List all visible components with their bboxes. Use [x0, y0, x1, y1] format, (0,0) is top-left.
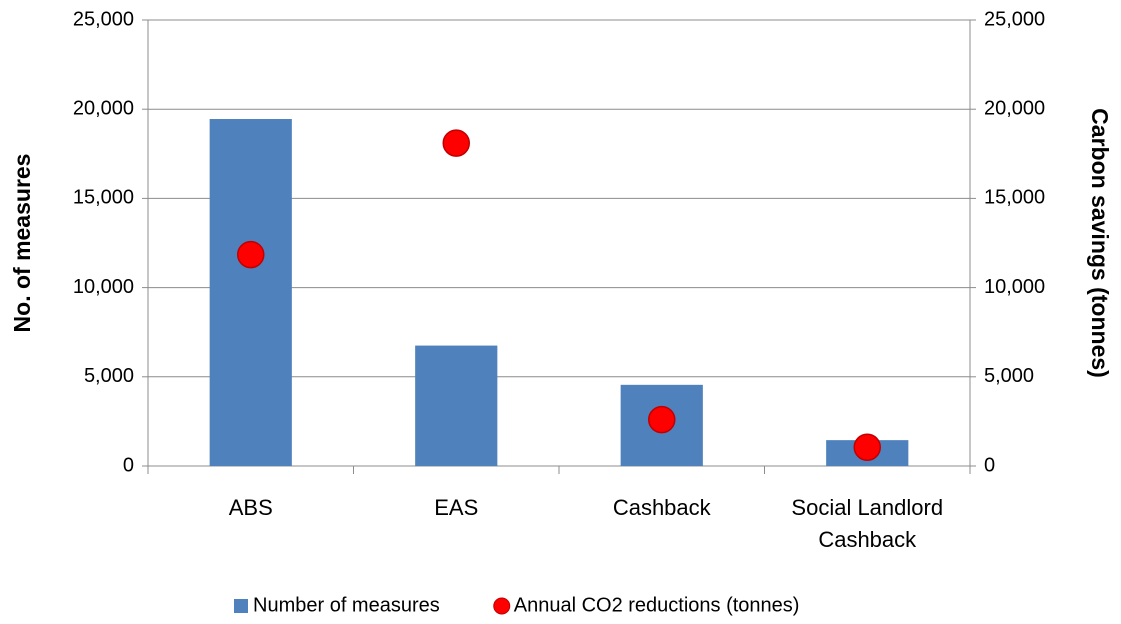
y2-tick-label: 10,000: [984, 276, 1045, 298]
bar: [209, 119, 292, 467]
y2-tick-label: 15,000: [984, 187, 1045, 209]
y-tick-label: 0: [123, 454, 134, 476]
legend-label: Number of measures: [253, 594, 440, 616]
dot: [648, 405, 676, 434]
x-tick-label: Social Landlord Cashback: [791, 495, 944, 552]
y-tick-label: 15,000: [73, 187, 134, 209]
y2-tick-label: 25,000: [984, 8, 1045, 30]
y2-axis-title: Carbon savings (tonnes): [1087, 108, 1113, 378]
dot: [853, 433, 881, 462]
y2-tick-label: 5,000: [984, 365, 1034, 387]
legend-label: Annual CO2 reductions (tonnes): [514, 594, 800, 616]
legend-swatch: [493, 597, 511, 615]
y-tick-label: 25,000: [73, 8, 134, 30]
dot: [442, 129, 470, 157]
y-axis-title: No. of measures: [9, 154, 35, 333]
y-tick-label: 20,000: [73, 97, 134, 119]
y2-tick-label: 20,000: [984, 97, 1045, 119]
legend-swatch: [234, 599, 248, 613]
x-tick-label: ABS: [228, 495, 273, 520]
y2-tick-label: 0: [984, 454, 995, 476]
bar: [415, 345, 498, 466]
y-tick-label: 5,000: [84, 365, 134, 387]
dot: [237, 240, 265, 269]
y-tick-label: 10,000: [73, 276, 134, 298]
x-tick-label: EAS: [434, 495, 479, 520]
x-tick-label: Cashback: [612, 495, 711, 520]
